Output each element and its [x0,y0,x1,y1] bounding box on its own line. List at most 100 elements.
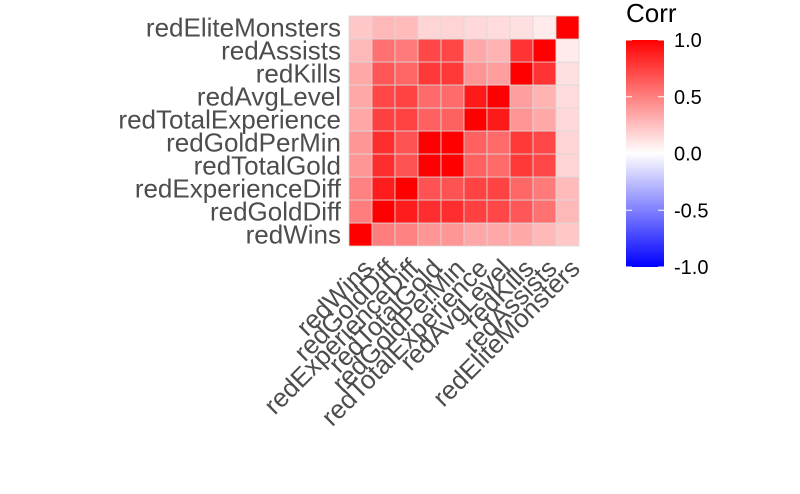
heatmap-cell-redTotalGold-redTotalExperience [463,153,488,178]
heatmap-cell-redAssists-redTotalExperience [463,38,488,63]
heatmap-cell-redExperienceDiff-redGoldPerMin [440,176,465,201]
legend-colorbar [626,40,664,267]
heatmap-cell-redExperienceDiff-redExperienceDiff [394,176,419,201]
heatmap-cell-redAvgLevel-redExperienceDiff [394,84,419,109]
y-tick-label-redWins: redWins [246,220,341,250]
heatmap-cell-redKills-redExperienceDiff [394,61,419,86]
heatmap-cell-redWins-redKills [509,222,534,247]
y-tick-label-redTotalGold: redTotalGold [194,151,341,181]
heatmap-cell-redKills-redGoldPerMin [440,61,465,86]
heatmap-cell-redEliteMonsters-redAvgLevel [486,15,511,40]
heatmap-cell-redAvgLevel-redWins [348,84,373,109]
heatmap-cell-redExperienceDiff-redTotalExperience [463,176,488,201]
heatmap-cell-redWins-redGoldPerMin [440,222,465,247]
heatmap-cell-redGoldPerMin-redGoldPerMin [440,130,465,155]
y-tick-label-redEliteMonsters: redEliteMonsters [146,13,341,43]
heatmap-cell-redEliteMonsters-redExperienceDiff [394,15,419,40]
heatmap-tiles [348,15,580,247]
color-legend: Corr 1.0 0.5 0.0 -0.5 -1.0 [626,0,708,279]
heatmap-cell-redEliteMonsters-redWins [348,15,373,40]
heatmap-cell-redTotalExperience-redEliteMonsters [555,107,580,132]
heatmap-cell-redWins-redEliteMonsters [555,222,580,247]
heatmap-cell-redGoldDiff-redGoldPerMin [440,199,465,224]
heatmap-cell-redAssists-redTotalGold [417,38,442,63]
heatmap-cell-redAvgLevel-redEliteMonsters [555,84,580,109]
heatmap-cell-redWins-redExperienceDiff [394,222,419,247]
heatmap-cell-redGoldDiff-redAvgLevel [486,199,511,224]
legend-tick-label: 0.0 [674,144,702,166]
heatmap-cell-redWins-redTotalGold [417,222,442,247]
heatmap-cell-redTotalExperience-redExperienceDiff [394,107,419,132]
heatmap-cell-redEliteMonsters-redAssists [532,15,557,40]
heatmap-cell-redEliteMonsters-redEliteMonsters [555,15,580,40]
heatmap-cell-redKills-redAssists [532,61,557,86]
heatmap-cell-redTotalGold-redExperienceDiff [394,153,419,178]
legend-tick-label: 1.0 [674,30,702,52]
heatmap-cell-redEliteMonsters-redGoldPerMin [440,15,465,40]
heatmap-cell-redTotalExperience-redTotalExperience [463,107,488,132]
heatmap-cell-redAssists-redGoldDiff [371,38,396,63]
heatmap-cell-redTotalGold-redTotalGold [417,153,442,178]
heatmap-cell-redGoldDiff-redExperienceDiff [394,199,419,224]
heatmap-cell-redAvgLevel-redKills [509,84,534,109]
heatmap-cell-redGoldDiff-redWins [348,199,373,224]
heatmap-cell-redGoldPerMin-redAvgLevel [486,130,511,155]
heatmap-cell-redAvgLevel-redTotalGold [417,84,442,109]
y-tick-label-redTotalExperience: redTotalExperience [118,105,341,135]
heatmap-cell-redWins-redWins [348,222,373,247]
heatmap-cell-redAssists-redKills [509,38,534,63]
heatmap-cell-redAvgLevel-redGoldDiff [371,84,396,109]
heatmap-cell-redWins-redAssists [532,222,557,247]
legend-title: Corr [626,0,677,28]
heatmap-cell-redAssists-redWins [348,38,373,63]
heatmap-cell-redKills-redWins [348,61,373,86]
heatmap-cell-redGoldPerMin-redWins [348,130,373,155]
heatmap-cell-redAssists-redAssists [532,38,557,63]
heatmap-cell-redAvgLevel-redTotalExperience [463,84,488,109]
heatmap-cell-redGoldPerMin-redTotalExperience [463,130,488,155]
heatmap-cell-redTotalGold-redGoldPerMin [440,153,465,178]
heatmap-cell-redKills-redTotalGold [417,61,442,86]
heatmap-cell-redTotalExperience-redGoldPerMin [440,107,465,132]
heatmap-cell-redTotalGold-redGoldDiff [371,153,396,178]
heatmap-cell-redGoldDiff-redKills [509,199,534,224]
heatmap-cell-redGoldDiff-redEliteMonsters [555,199,580,224]
heatmap-cell-redKills-redTotalExperience [463,61,488,86]
heatmap-cell-redWins-redTotalExperience [463,222,488,247]
heatmap-cell-redGoldDiff-redTotalGold [417,199,442,224]
heatmap-cell-redAvgLevel-redGoldPerMin [440,84,465,109]
heatmap-cell-redAvgLevel-redAvgLevel [486,84,511,109]
heatmap-cell-redTotalExperience-redGoldDiff [371,107,396,132]
heatmap-cell-redKills-redGoldDiff [371,61,396,86]
heatmap-cell-redTotalExperience-redTotalGold [417,107,442,132]
legend-ticks: 1.0 0.5 0.0 -0.5 -1.0 [626,30,708,279]
y-tick-label-redAvgLevel: redAvgLevel [197,82,341,112]
heatmap-cell-redTotalExperience-redAssists [532,107,557,132]
heatmap-cell-redTotalExperience-redWins [348,107,373,132]
heatmap-cell-redAvgLevel-redAssists [532,84,557,109]
heatmap-cell-redGoldPerMin-redTotalGold [417,130,442,155]
heatmap-cell-redEliteMonsters-redTotalGold [417,15,442,40]
heatmap-cell-redExperienceDiff-redAssists [532,176,557,201]
y-tick-label-redKills: redKills [256,59,341,89]
y-tick-label-redGoldPerMin: redGoldPerMin [166,128,341,158]
heatmap-cell-redTotalGold-redKills [509,153,534,178]
heatmap-cell-redGoldPerMin-redAssists [532,130,557,155]
heatmap-cell-redGoldPerMin-redGoldDiff [371,130,396,155]
heatmap-cell-redTotalGold-redWins [348,153,373,178]
heatmap-cell-redTotalExperience-redAvgLevel [486,107,511,132]
heatmap-cell-redAssists-redEliteMonsters [555,38,580,63]
legend-tick-label: -1.0 [674,257,708,279]
y-axis-labels: redWinsredGoldDiffredExperienceDiffredTo… [118,13,341,250]
heatmap-cell-redGoldPerMin-redEliteMonsters [555,130,580,155]
heatmap-cell-redExperienceDiff-redAvgLevel [486,176,511,201]
legend-tick-label: 0.5 [674,87,702,109]
y-tick-label-redGoldDiff: redGoldDiff [210,197,342,227]
heatmap-cell-redKills-redAvgLevel [486,61,511,86]
heatmap-cell-redGoldDiff-redAssists [532,199,557,224]
x-axis-labels: redWinsredGoldDiffredExperienceDiffredTo… [258,252,586,431]
legend-tick-label: -0.5 [674,200,708,222]
heatmap-cell-redGoldPerMin-redExperienceDiff [394,130,419,155]
heatmap-cell-redAssists-redAvgLevel [486,38,511,63]
